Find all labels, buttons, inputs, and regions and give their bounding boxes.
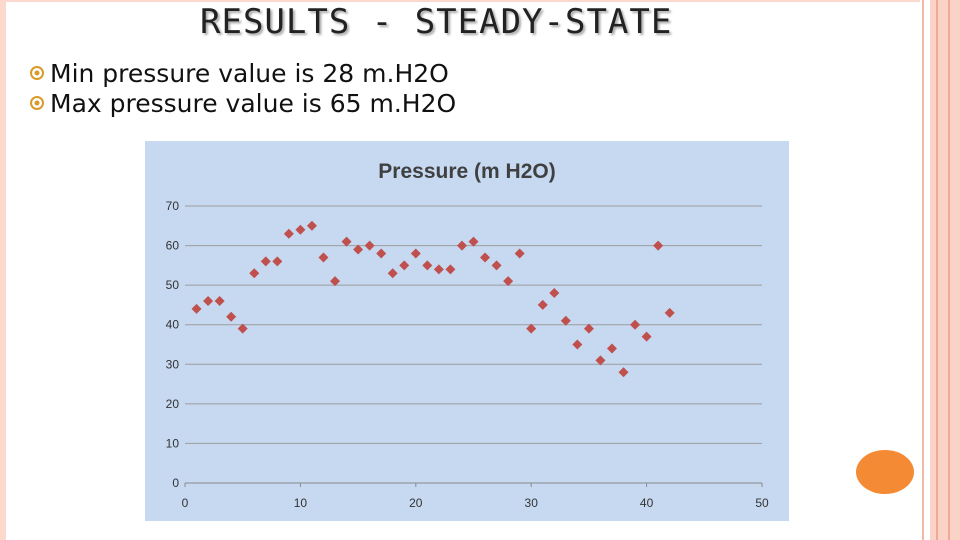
data-point: [653, 240, 664, 251]
top-border: [0, 0, 920, 2]
decor-orange-circle: [856, 450, 914, 494]
bullet-text: Max pressure value is 65 m.H2O: [50, 88, 457, 118]
data-point: [618, 367, 629, 378]
data-point: [583, 323, 594, 334]
data-point: [491, 260, 502, 271]
data-point: [272, 256, 283, 267]
data-point: [341, 236, 352, 247]
y-tick-label: 0: [172, 476, 179, 490]
data-point: [353, 244, 364, 255]
data-point: [606, 343, 617, 354]
data-point: [641, 331, 652, 342]
x-tick-label: 0: [182, 496, 189, 510]
data-point: [203, 295, 214, 306]
data-point: [399, 260, 410, 271]
bullet-item: Min pressure value is 28 m.H2O: [30, 58, 590, 88]
x-tick-label: 40: [640, 496, 654, 510]
data-point: [630, 319, 641, 330]
x-axis-ticks: 0 10 20 30 40 50: [182, 483, 769, 510]
y-tick-label: 20: [166, 397, 180, 411]
data-point: [410, 248, 421, 259]
data-point: [480, 252, 491, 263]
data-point: [664, 307, 675, 318]
bullet-text: Min pressure value is 28 m.H2O: [50, 58, 449, 88]
decor-stripe: [922, 0, 924, 540]
data-point: [364, 240, 375, 251]
data-point: [191, 303, 202, 314]
y-tick-label: 40: [166, 318, 180, 332]
data-point: [595, 355, 606, 366]
y-tick-label: 70: [166, 199, 180, 213]
bullet-item: Max pressure value is 65 m.H2O: [30, 88, 590, 118]
data-point: [318, 252, 329, 263]
data-point: [503, 276, 514, 287]
y-tick-label: 30: [166, 357, 180, 371]
data-point: [376, 248, 387, 259]
slide-title: RESULTS - STEADY-STATE: [200, 2, 673, 42]
x-tick-label: 10: [294, 496, 308, 510]
data-point: [387, 268, 398, 279]
data-point: [237, 323, 248, 334]
data-point: [214, 295, 225, 306]
y-tick-label: 10: [166, 436, 180, 450]
left-border: [0, 0, 6, 540]
data-point: [445, 264, 456, 275]
data-point: [226, 311, 237, 322]
pressure-scatter-chart: Pressure (m H2O) 0 10 20 30 40 50 60 70 0 10 20 30…: [145, 141, 789, 521]
data-point: [456, 240, 467, 251]
data-point: [537, 299, 548, 310]
x-tick-label: 30: [525, 496, 539, 510]
data-point: [526, 323, 537, 334]
x-tick-label: 20: [409, 496, 423, 510]
data-point: [549, 288, 560, 299]
decor-stripe: [930, 0, 960, 540]
y-tick-label: 60: [166, 239, 180, 253]
data-point: [560, 315, 571, 326]
data-point: [468, 236, 479, 247]
data-point: [260, 256, 271, 267]
decor-stripe: [948, 0, 950, 540]
y-axis-ticks: 0 10 20 30 40 50 60 70: [166, 199, 180, 490]
bullet-list: Min pressure value is 28 m.H2O Max press…: [30, 58, 590, 118]
data-point: [422, 260, 433, 271]
decor-stripe: [936, 0, 938, 540]
data-point: [572, 339, 583, 350]
chart-background: [145, 141, 789, 521]
target-bullet-icon: [30, 96, 44, 110]
data-point: [295, 224, 306, 235]
target-bullet-icon: [30, 66, 44, 80]
data-point: [283, 228, 294, 239]
data-point: [330, 276, 341, 287]
data-point: [306, 220, 317, 231]
data-point: [514, 248, 525, 259]
chart-title: Pressure (m H2O): [378, 160, 555, 183]
x-tick-label: 50: [755, 496, 769, 510]
data-point: [249, 268, 260, 279]
data-points: [191, 220, 675, 378]
data-point: [433, 264, 444, 275]
y-tick-label: 50: [166, 278, 180, 292]
